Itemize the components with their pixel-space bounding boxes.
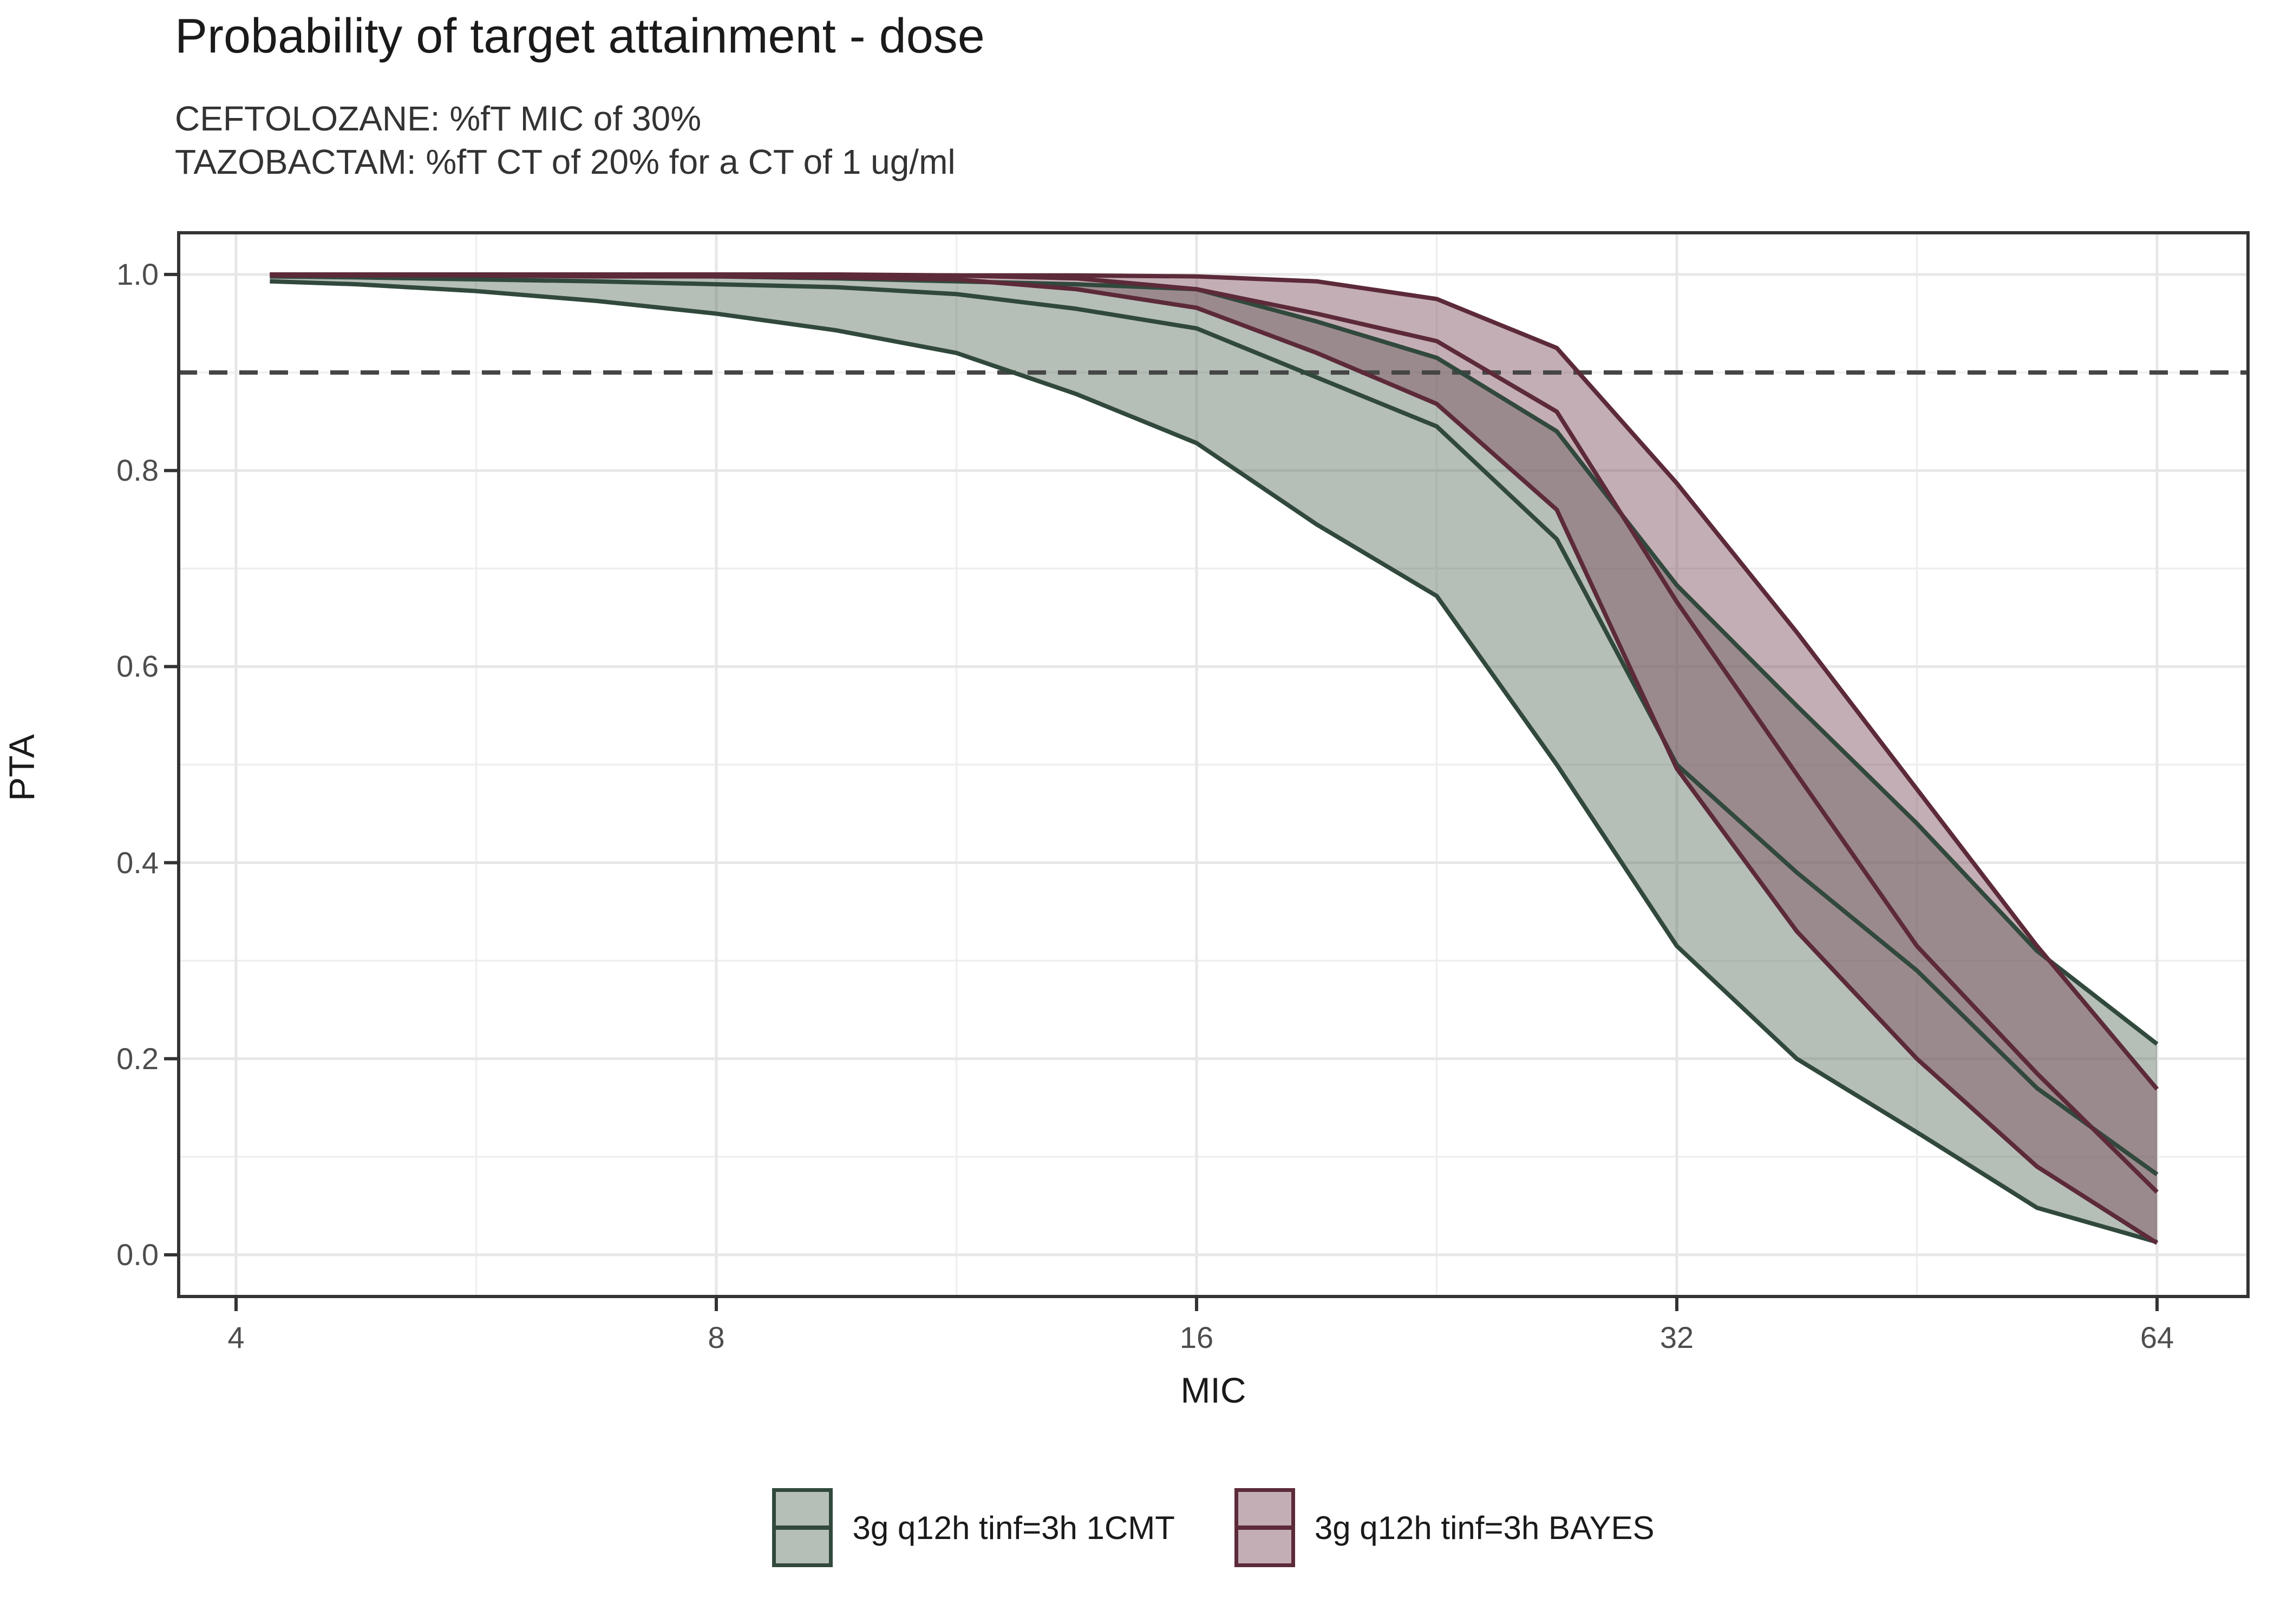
legend-item-bayes: 3g q12h tinf=3h BAYES: [1234, 1488, 1655, 1567]
legend-label-1cmt: 3g q12h tinf=3h 1CMT: [852, 1509, 1175, 1546]
x-axis-title: MIC: [1180, 1370, 1246, 1410]
chart-title: Probability of target attainment - dose: [175, 9, 985, 63]
panel-border: [177, 231, 2250, 1298]
chart-subtitle-ceftolozane: CEFTOLOZANE: %fT MIC of 30%: [175, 99, 702, 138]
line-1cmt-lower: [270, 279, 2158, 1245]
y-axis-title: PTA: [2, 734, 42, 801]
x-tick-label: 4: [227, 1320, 245, 1354]
chart-subtitle-tazobactam: TAZOBACTAM: %fT CT of 20% for a CT of 1 …: [175, 142, 956, 181]
legend-key-line-icon: [776, 1525, 829, 1530]
legend-key-1cmt-icon: [772, 1488, 833, 1567]
line-bayes-lower: [270, 273, 2159, 1245]
y-tick-label: 0.0: [116, 1237, 159, 1272]
ribbon-bayes: [270, 274, 2158, 1243]
y-tick-label: 0.8: [116, 453, 159, 488]
ribbon-1cmt: [270, 274, 2158, 1242]
y-tick-label: 0.2: [116, 1041, 159, 1076]
x-tick-label: 16: [1179, 1320, 1214, 1354]
legend-item-1cmt: 3g q12h tinf=3h 1CMT: [772, 1488, 1175, 1567]
legend: 3g q12h tinf=3h 1CMT 3g q12h tinf=3h BAY…: [179, 1484, 2248, 1571]
y-tick-label: 0.4: [116, 845, 159, 880]
legend-key-bayes-icon: [1234, 1488, 1295, 1567]
legend-label-bayes: 3g q12h tinf=3h BAYES: [1314, 1509, 1655, 1546]
x-tick-label: 32: [1659, 1320, 1694, 1354]
y-tick-label: 1.0: [116, 257, 159, 291]
y-tick-label: 0.6: [116, 649, 159, 684]
x-tick-label: 8: [708, 1320, 725, 1354]
line-1cmt-median: [270, 274, 2159, 1176]
x-tick-label: 64: [2140, 1320, 2174, 1354]
legend-key-line-icon: [1238, 1525, 1291, 1530]
